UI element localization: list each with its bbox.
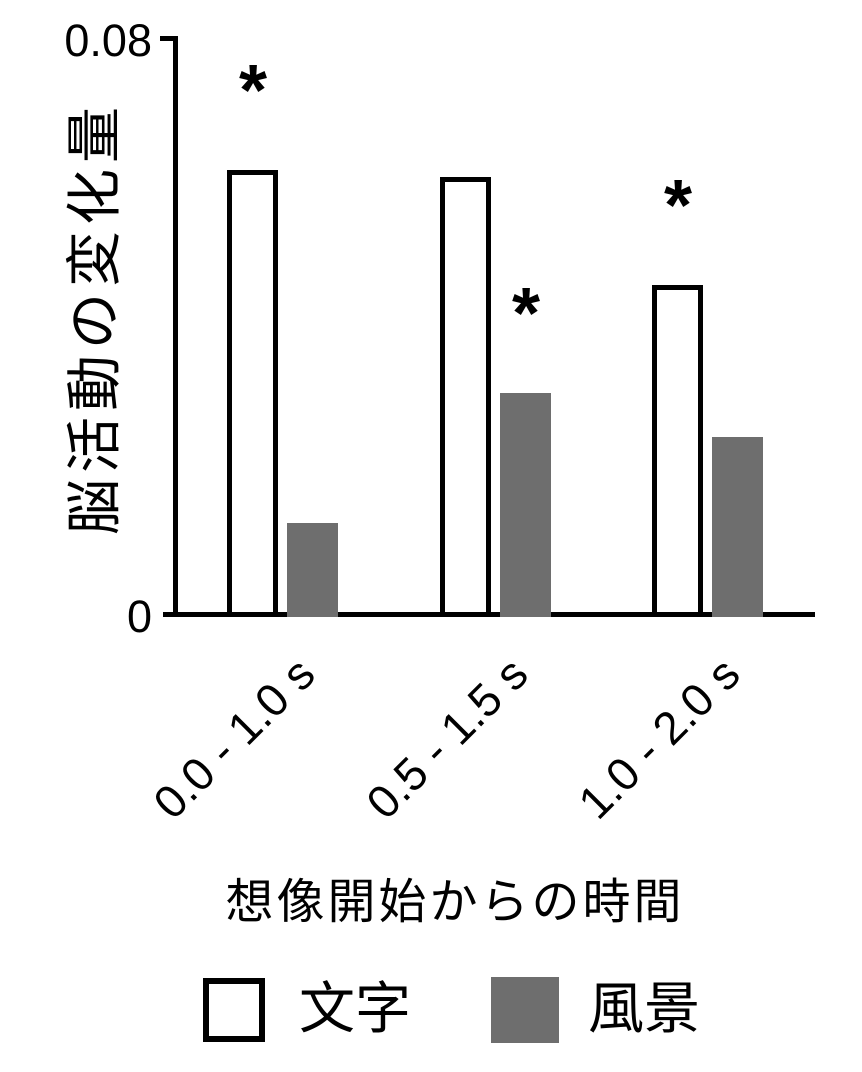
legend-label-moji: 文字: [299, 977, 411, 1040]
plot-area: * * *: [178, 40, 815, 617]
bar-series0-group2: [652, 285, 703, 617]
bar-series0-group1: [440, 177, 491, 617]
legend-swatch-fuukei: [491, 977, 559, 1043]
y-tick-label-max: 0.08: [64, 15, 152, 66]
significance-asterisk: *: [511, 274, 541, 354]
y-axis-line: [173, 36, 178, 617]
x-tick-label-2: 1.0 - 2.0 s: [568, 647, 751, 829]
x-axis-title: 想像開始からの時間: [225, 876, 685, 929]
significance-asterisk: *: [238, 51, 268, 131]
legend-swatch-moji: [203, 978, 265, 1042]
bar-series1-group0: [287, 523, 338, 617]
y-axis-top-tick: [160, 36, 174, 41]
x-tick-label-0: 0.0 - 1.0 s: [143, 647, 326, 829]
y-tick-label-zero: 0: [126, 591, 152, 642]
significance-asterisk: *: [663, 166, 693, 246]
bar-series1-group1: [500, 393, 551, 617]
bar-series1-group2: [712, 437, 763, 617]
y-axis-title: 脳活動の変化量: [63, 101, 126, 535]
x-tick-label-1: 0.5 - 1.5 s: [356, 647, 539, 829]
legend-label-fuukei: 風景: [588, 977, 700, 1040]
bar-series0-group0: [227, 170, 278, 617]
